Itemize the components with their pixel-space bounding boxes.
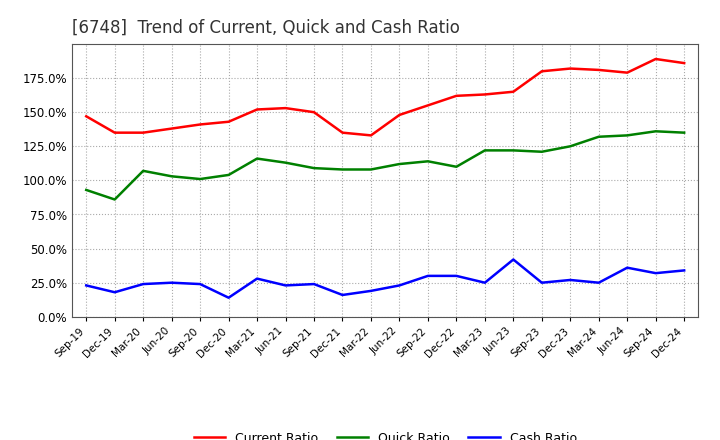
Quick Ratio	[253, 156, 261, 161]
Cash Ratio	[167, 280, 176, 285]
Cash Ratio	[139, 282, 148, 287]
Current Ratio	[595, 67, 603, 73]
Legend: Current Ratio, Quick Ratio, Cash Ratio: Current Ratio, Quick Ratio, Cash Ratio	[189, 427, 582, 440]
Line: Current Ratio: Current Ratio	[86, 59, 684, 136]
Current Ratio	[196, 122, 204, 127]
Current Ratio	[623, 70, 631, 75]
Quick Ratio	[338, 167, 347, 172]
Quick Ratio	[139, 168, 148, 173]
Quick Ratio	[395, 161, 404, 167]
Quick Ratio	[110, 197, 119, 202]
Current Ratio	[395, 112, 404, 117]
Quick Ratio	[225, 172, 233, 178]
Quick Ratio	[366, 167, 375, 172]
Cash Ratio	[566, 277, 575, 282]
Cash Ratio	[253, 276, 261, 281]
Cash Ratio	[509, 257, 518, 262]
Quick Ratio	[452, 164, 461, 169]
Quick Ratio	[509, 148, 518, 153]
Quick Ratio	[623, 133, 631, 138]
Cash Ratio	[225, 295, 233, 301]
Cash Ratio	[282, 283, 290, 288]
Quick Ratio	[196, 176, 204, 182]
Quick Ratio	[566, 143, 575, 149]
Current Ratio	[225, 119, 233, 125]
Current Ratio	[338, 130, 347, 136]
Current Ratio	[652, 56, 660, 62]
Cash Ratio	[110, 290, 119, 295]
Current Ratio	[366, 133, 375, 138]
Cash Ratio	[680, 268, 688, 273]
Current Ratio	[110, 130, 119, 136]
Current Ratio	[509, 89, 518, 94]
Cash Ratio	[82, 283, 91, 288]
Current Ratio	[452, 93, 461, 99]
Cash Ratio	[537, 280, 546, 285]
Cash Ratio	[366, 288, 375, 293]
Current Ratio	[253, 107, 261, 112]
Line: Cash Ratio: Cash Ratio	[86, 260, 684, 298]
Quick Ratio	[82, 187, 91, 193]
Quick Ratio	[480, 148, 489, 153]
Quick Ratio	[680, 130, 688, 136]
Cash Ratio	[338, 292, 347, 297]
Current Ratio	[82, 114, 91, 119]
Current Ratio	[566, 66, 575, 71]
Cash Ratio	[623, 265, 631, 270]
Quick Ratio	[652, 128, 660, 134]
Line: Quick Ratio: Quick Ratio	[86, 131, 684, 199]
Quick Ratio	[537, 149, 546, 154]
Quick Ratio	[595, 134, 603, 139]
Current Ratio	[537, 69, 546, 74]
Current Ratio	[139, 130, 148, 136]
Quick Ratio	[167, 174, 176, 179]
Cash Ratio	[480, 280, 489, 285]
Current Ratio	[282, 106, 290, 111]
Text: [6748]  Trend of Current, Quick and Cash Ratio: [6748] Trend of Current, Quick and Cash …	[72, 19, 460, 37]
Cash Ratio	[395, 283, 404, 288]
Quick Ratio	[423, 159, 432, 164]
Current Ratio	[423, 103, 432, 108]
Current Ratio	[480, 92, 489, 97]
Cash Ratio	[652, 271, 660, 276]
Current Ratio	[167, 126, 176, 131]
Cash Ratio	[196, 282, 204, 287]
Cash Ratio	[595, 280, 603, 285]
Quick Ratio	[282, 160, 290, 165]
Cash Ratio	[423, 273, 432, 279]
Cash Ratio	[452, 273, 461, 279]
Quick Ratio	[310, 165, 318, 171]
Current Ratio	[310, 110, 318, 115]
Cash Ratio	[310, 282, 318, 287]
Current Ratio	[680, 60, 688, 66]
